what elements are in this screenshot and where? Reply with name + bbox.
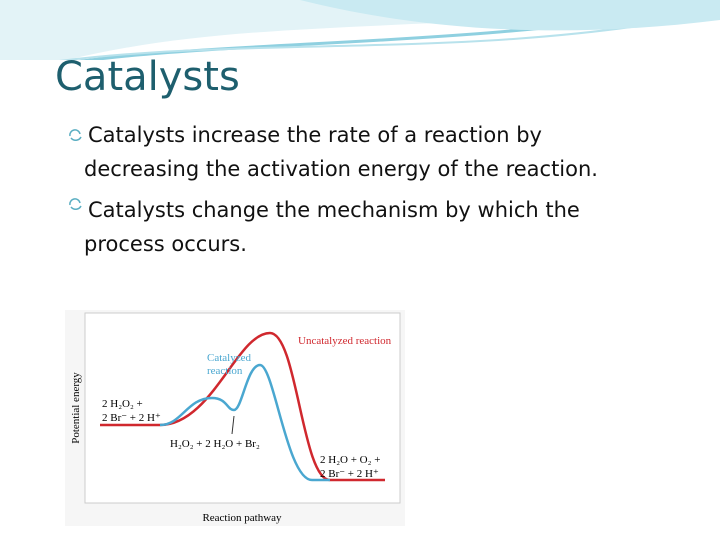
x-axis-label: Reaction pathway xyxy=(202,512,282,524)
pointer-line xyxy=(231,415,235,435)
slide-title: Catalysts xyxy=(55,54,240,100)
products-label: 2 Br⁻ + 2 H⁺ xyxy=(320,468,379,480)
uncatalyzed-label: Uncatalyzed reaction xyxy=(298,335,392,347)
intermediate-label: H₂O₂ + 2 H₂O + Br₂ xyxy=(170,438,260,450)
energy-diagram: Uncatalyzed reaction Catalyzed reaction … xyxy=(65,310,405,526)
catalyzed-curve xyxy=(159,363,330,482)
uncatalyzed-curve xyxy=(100,331,385,482)
y-axis-label: Potential energy xyxy=(70,372,82,444)
products-label: 2 H₂O + O₂ + xyxy=(320,454,380,466)
bullet-text: Catalysts change the mechanism by which … xyxy=(84,198,580,256)
reactants-label: 2 H₂O₂ + xyxy=(102,398,143,410)
plot-area xyxy=(84,312,401,504)
bullet-icon xyxy=(69,129,82,141)
reactants-label: 2 Br⁻ + 2 H⁺ xyxy=(102,412,161,424)
bullet-text: Catalysts increase the rate of a reactio… xyxy=(84,123,598,181)
header-decoration xyxy=(0,0,720,60)
bullet-icon xyxy=(69,198,82,210)
catalyzed-label: reaction xyxy=(207,365,243,377)
catalyzed-label: Catalyzed xyxy=(207,352,251,364)
